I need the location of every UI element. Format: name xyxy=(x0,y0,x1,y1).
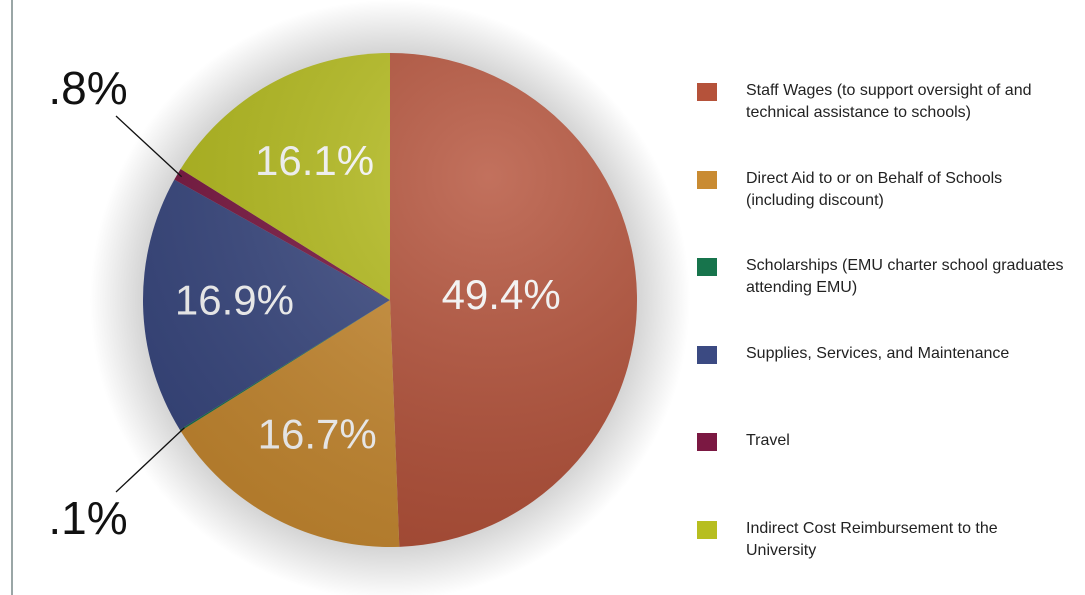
legend-label: Travel xyxy=(746,432,790,449)
slice-label: 16.9% xyxy=(175,277,294,324)
slice-label: .8% xyxy=(48,62,127,114)
legend-swatch xyxy=(697,433,717,451)
slice-label: 16.1% xyxy=(255,137,374,184)
legend-swatch xyxy=(697,345,717,364)
slice-label: 49.4% xyxy=(442,271,561,318)
legend-label: Direct Aid to or on Behalf of Schools (i… xyxy=(746,169,1003,209)
legend-swatch xyxy=(697,258,717,276)
legend-swatch xyxy=(697,83,717,101)
slice-label: .1% xyxy=(48,492,127,544)
slice-label: 16.7% xyxy=(258,411,377,458)
legend-label: Staff Wages (to support oversight of and… xyxy=(746,82,1032,121)
legend-label: Supplies, Services, and Maintenance xyxy=(746,344,1010,362)
legend-label: Indirect Cost Reimbursement to the Unive… xyxy=(746,519,998,559)
legend-label: Scholarships (EMU charter school graduat… xyxy=(746,257,1064,296)
legend-swatch xyxy=(697,170,717,189)
legend-swatch xyxy=(697,520,717,539)
